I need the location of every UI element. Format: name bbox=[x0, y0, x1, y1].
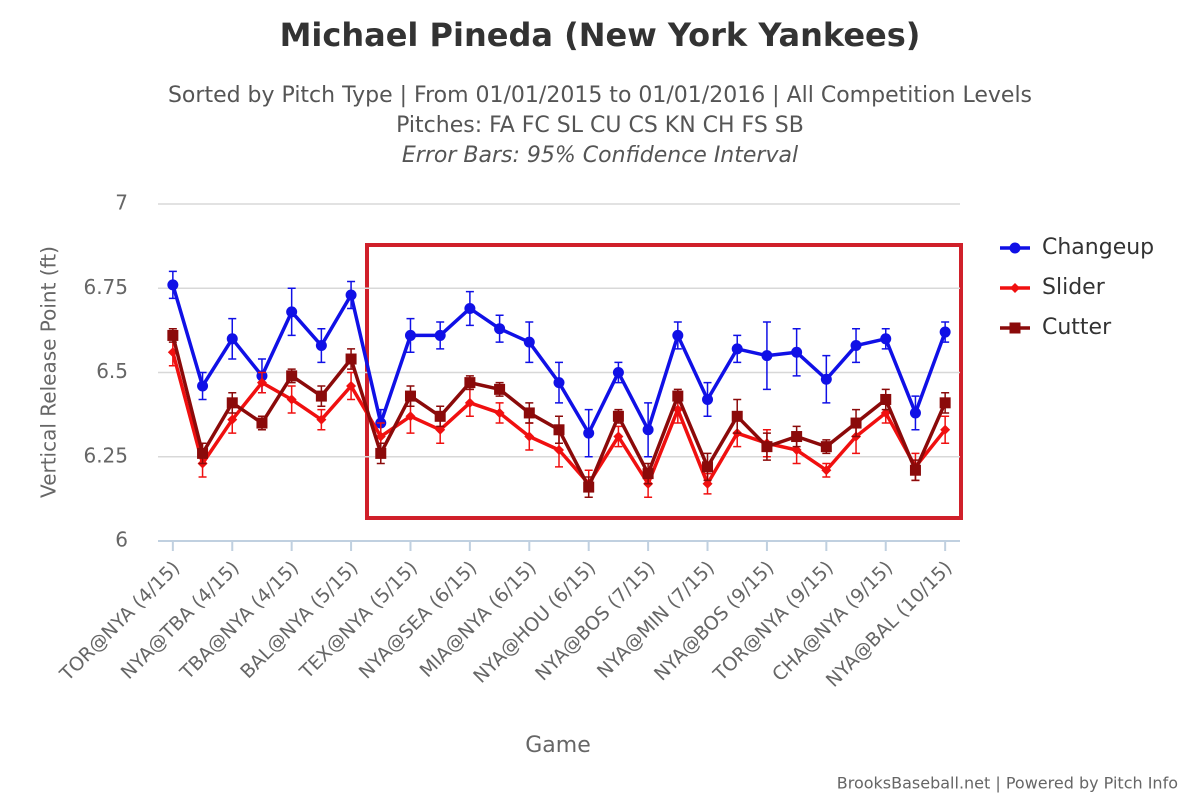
point bbox=[227, 414, 238, 425]
point bbox=[524, 431, 535, 442]
point bbox=[404, 390, 416, 402]
point bbox=[791, 445, 802, 456]
subtitle: Pitches: FA FC SL CU CS KN CH FS SB bbox=[396, 113, 804, 138]
legend-marker bbox=[1010, 283, 1020, 293]
point bbox=[345, 353, 357, 365]
series-line bbox=[171, 284, 947, 435]
point bbox=[821, 465, 832, 476]
point bbox=[494, 323, 506, 335]
point bbox=[791, 431, 803, 443]
point bbox=[939, 326, 951, 338]
point bbox=[553, 377, 565, 389]
point bbox=[434, 410, 446, 422]
point bbox=[256, 417, 268, 429]
point bbox=[642, 468, 654, 480]
point bbox=[464, 377, 476, 389]
legend-label: Changeup bbox=[1042, 235, 1154, 260]
point bbox=[553, 424, 565, 436]
y-tick-label: 6 bbox=[115, 528, 128, 552]
point bbox=[286, 394, 297, 405]
point bbox=[820, 373, 832, 385]
point bbox=[197, 380, 209, 392]
point bbox=[405, 411, 416, 422]
point bbox=[791, 346, 803, 358]
point bbox=[613, 431, 624, 442]
chart-title: Michael Pineda (New York Yankees) bbox=[280, 16, 921, 54]
point bbox=[939, 397, 951, 409]
point bbox=[226, 397, 238, 409]
point bbox=[523, 336, 535, 348]
point bbox=[286, 370, 298, 382]
point bbox=[612, 410, 624, 422]
point bbox=[761, 441, 773, 453]
point bbox=[464, 302, 476, 314]
point bbox=[583, 427, 595, 439]
subtitle: Error Bars: 95% Confidence Interval bbox=[402, 143, 798, 168]
point bbox=[672, 390, 684, 402]
point bbox=[554, 445, 564, 456]
point bbox=[494, 407, 505, 418]
point bbox=[435, 424, 446, 435]
point bbox=[702, 461, 714, 473]
point bbox=[316, 414, 327, 425]
y-axis-label: Vertical Release Point (ft) bbox=[37, 246, 61, 498]
point bbox=[375, 431, 386, 442]
point bbox=[731, 410, 743, 422]
point bbox=[404, 329, 416, 341]
y-tick-label: 6.25 bbox=[83, 443, 128, 467]
point bbox=[464, 397, 475, 408]
point bbox=[702, 478, 713, 489]
legend-label: Cutter bbox=[1042, 315, 1112, 340]
point bbox=[880, 393, 892, 405]
point bbox=[167, 329, 179, 341]
point bbox=[940, 424, 951, 435]
point bbox=[880, 407, 891, 418]
point bbox=[197, 447, 209, 459]
point bbox=[642, 424, 654, 436]
legend-label: Slider bbox=[1042, 275, 1106, 300]
point bbox=[494, 383, 506, 395]
point bbox=[850, 417, 862, 429]
point bbox=[256, 377, 267, 388]
point bbox=[612, 367, 624, 378]
point bbox=[820, 441, 832, 453]
point bbox=[909, 407, 921, 419]
point bbox=[880, 333, 892, 345]
x-axis-label: Game bbox=[525, 733, 591, 758]
point bbox=[523, 407, 535, 419]
y-tick-label: 6.5 bbox=[96, 359, 128, 383]
point bbox=[375, 447, 387, 459]
credit: BrooksBaseball.net | Powered by Pitch In… bbox=[837, 774, 1178, 793]
point bbox=[434, 329, 446, 341]
point bbox=[909, 464, 921, 476]
subtitle: Sorted by Pitch Type | From 01/01/2015 t… bbox=[168, 83, 1032, 108]
point bbox=[761, 350, 773, 362]
point bbox=[672, 329, 684, 341]
point bbox=[167, 279, 179, 291]
point bbox=[315, 340, 327, 352]
point bbox=[850, 340, 862, 352]
point bbox=[315, 390, 327, 402]
legend-marker bbox=[1009, 322, 1021, 334]
point bbox=[226, 333, 238, 345]
point bbox=[286, 306, 298, 318]
highlight-box bbox=[365, 243, 963, 520]
point bbox=[731, 343, 743, 355]
point bbox=[346, 380, 357, 391]
legend-marker bbox=[1009, 242, 1021, 254]
y-tick-label: 6.75 bbox=[83, 275, 128, 299]
point bbox=[345, 289, 357, 301]
point bbox=[583, 481, 595, 493]
point bbox=[702, 393, 714, 405]
y-tick-label: 7 bbox=[115, 191, 128, 215]
